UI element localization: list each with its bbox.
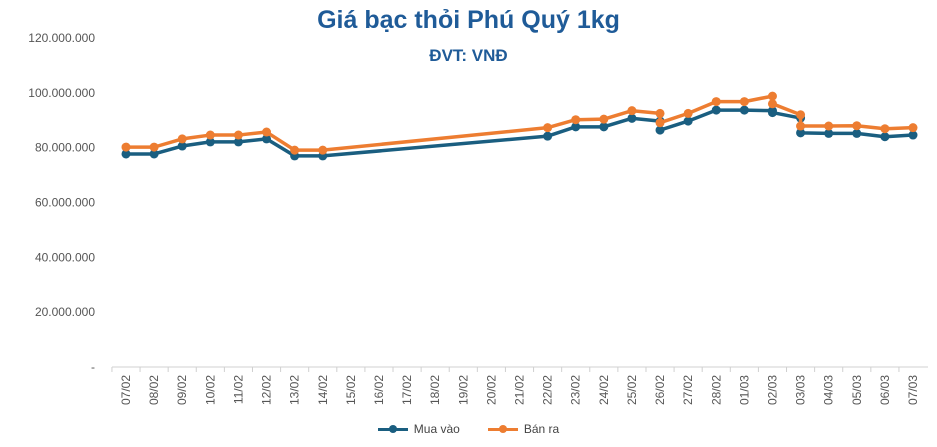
- data-point-mua-vao: [627, 113, 637, 123]
- data-point-ban-ra: [177, 134, 187, 144]
- data-point-mua-vao: [599, 122, 609, 132]
- data-point-ban-ra: [205, 130, 215, 140]
- data-point-ban-ra: [262, 127, 272, 137]
- y-tick-label: -: [91, 360, 95, 374]
- y-tick-label: 40.000.000: [35, 250, 95, 264]
- x-tick-label: 06/03: [878, 375, 892, 405]
- y-tick-label: 100.000.000: [28, 86, 95, 100]
- x-tick-label: 26/02: [653, 375, 667, 405]
- data-point-mua-vao: [121, 149, 131, 159]
- x-tick-label: 23/02: [569, 375, 583, 405]
- x-tick-label: 28/02: [709, 375, 723, 405]
- data-point-ban-ra: [739, 97, 749, 107]
- y-tick-label: 20.000.000: [35, 305, 95, 319]
- data-point-ban-ra: [796, 110, 806, 120]
- x-tick-label: 09/02: [175, 375, 189, 405]
- legend: Mua vào Bán ra: [0, 422, 937, 436]
- data-point-ban-ra: [571, 115, 581, 125]
- data-point-mua-vao: [262, 134, 272, 144]
- data-point-mua-vao: [852, 128, 862, 138]
- x-tick-label: 25/02: [625, 375, 639, 405]
- x-tick-label: 24/02: [597, 375, 611, 405]
- x-tick-label: 27/02: [681, 375, 695, 405]
- y-tick-label: 120.000.000: [28, 31, 95, 45]
- data-point-mua-vao: [655, 125, 665, 135]
- legend-label-mua-vao: Mua vào: [413, 422, 460, 436]
- data-point-ban-ra: [655, 118, 665, 128]
- data-point-mua-vao: [683, 116, 693, 126]
- data-point-mua-vao: [739, 105, 749, 115]
- data-point-ban-ra: [233, 130, 243, 140]
- data-point-ban-ra: [767, 91, 777, 101]
- data-point-ban-ra: [318, 145, 328, 155]
- data-point-ban-ra: [711, 97, 721, 107]
- x-tick-label: 01/03: [737, 375, 751, 405]
- data-point-ban-ra: [880, 124, 890, 134]
- data-point-ban-ra: [683, 108, 693, 118]
- x-tick-label: 05/03: [850, 375, 864, 405]
- x-tick-label: 03/03: [794, 375, 808, 405]
- y-tick-label: 80.000.000: [35, 141, 95, 155]
- x-tick-label: 19/02: [456, 375, 470, 405]
- data-point-ban-ra: [852, 121, 862, 131]
- x-tick-label: 07/03: [906, 375, 920, 405]
- x-tick-label: 08/02: [147, 375, 161, 405]
- chart-title: Giá bạc thỏi Phú Quý 1kg: [317, 6, 620, 34]
- x-tick-label: 10/02: [203, 375, 217, 405]
- legend-item-mua-vao: Mua vào: [377, 422, 460, 436]
- x-tick-label: 11/02: [231, 375, 245, 404]
- x-tick-label: 12/02: [260, 375, 274, 405]
- x-tick-label: 07/02: [119, 375, 133, 405]
- x-tick-label: 14/02: [316, 375, 330, 405]
- data-point-mua-vao: [205, 137, 215, 147]
- data-point-mua-vao: [824, 128, 834, 138]
- x-tick-label: 20/02: [484, 375, 498, 405]
- data-point-ban-ra: [824, 121, 834, 131]
- data-point-ban-ra: [290, 145, 300, 155]
- data-point-mua-vao: [880, 132, 890, 142]
- data-point-mua-vao: [233, 137, 243, 147]
- data-point-ban-ra: [121, 142, 131, 152]
- data-point-mua-vao: [571, 122, 581, 132]
- chart-subtitle: ĐVT: VNĐ: [429, 46, 508, 65]
- x-tick-label: 04/03: [822, 375, 836, 405]
- data-point-mua-vao: [796, 128, 806, 138]
- data-point-ban-ra: [908, 123, 918, 133]
- data-point-ban-ra: [627, 106, 637, 116]
- legend-swatch-mua-vao: [377, 424, 408, 433]
- legend-item-ban-ra: Bán ra: [487, 422, 560, 436]
- data-point-ban-ra: [655, 108, 665, 118]
- x-tick-label: 18/02: [428, 375, 442, 405]
- data-point-ban-ra: [599, 114, 609, 124]
- x-tick-label: 22/02: [541, 375, 555, 405]
- x-tick-label: 17/02: [400, 375, 414, 405]
- legend-label-ban-ra: Bán ra: [523, 422, 560, 436]
- data-point-mua-vao: [767, 108, 777, 118]
- data-point-ban-ra: [543, 123, 553, 133]
- legend-swatch-ban-ra: [487, 424, 518, 433]
- x-tick-label: 21/02: [513, 375, 527, 405]
- data-point-mua-vao: [543, 131, 553, 141]
- data-point-mua-vao: [711, 105, 721, 115]
- x-tick-label: 16/02: [372, 375, 386, 405]
- data-point-mua-vao: [177, 141, 187, 151]
- data-point-mua-vao: [149, 149, 159, 159]
- y-tick-label: 60.000.000: [35, 196, 95, 210]
- x-tick-label: 15/02: [344, 375, 358, 405]
- x-tick-label: 02/03: [765, 375, 779, 405]
- data-point-ban-ra: [796, 121, 806, 131]
- data-point-ban-ra: [767, 99, 777, 109]
- data-point-mua-vao: [908, 130, 918, 140]
- x-tick-label: 13/02: [288, 375, 302, 405]
- data-point-ban-ra: [149, 142, 159, 152]
